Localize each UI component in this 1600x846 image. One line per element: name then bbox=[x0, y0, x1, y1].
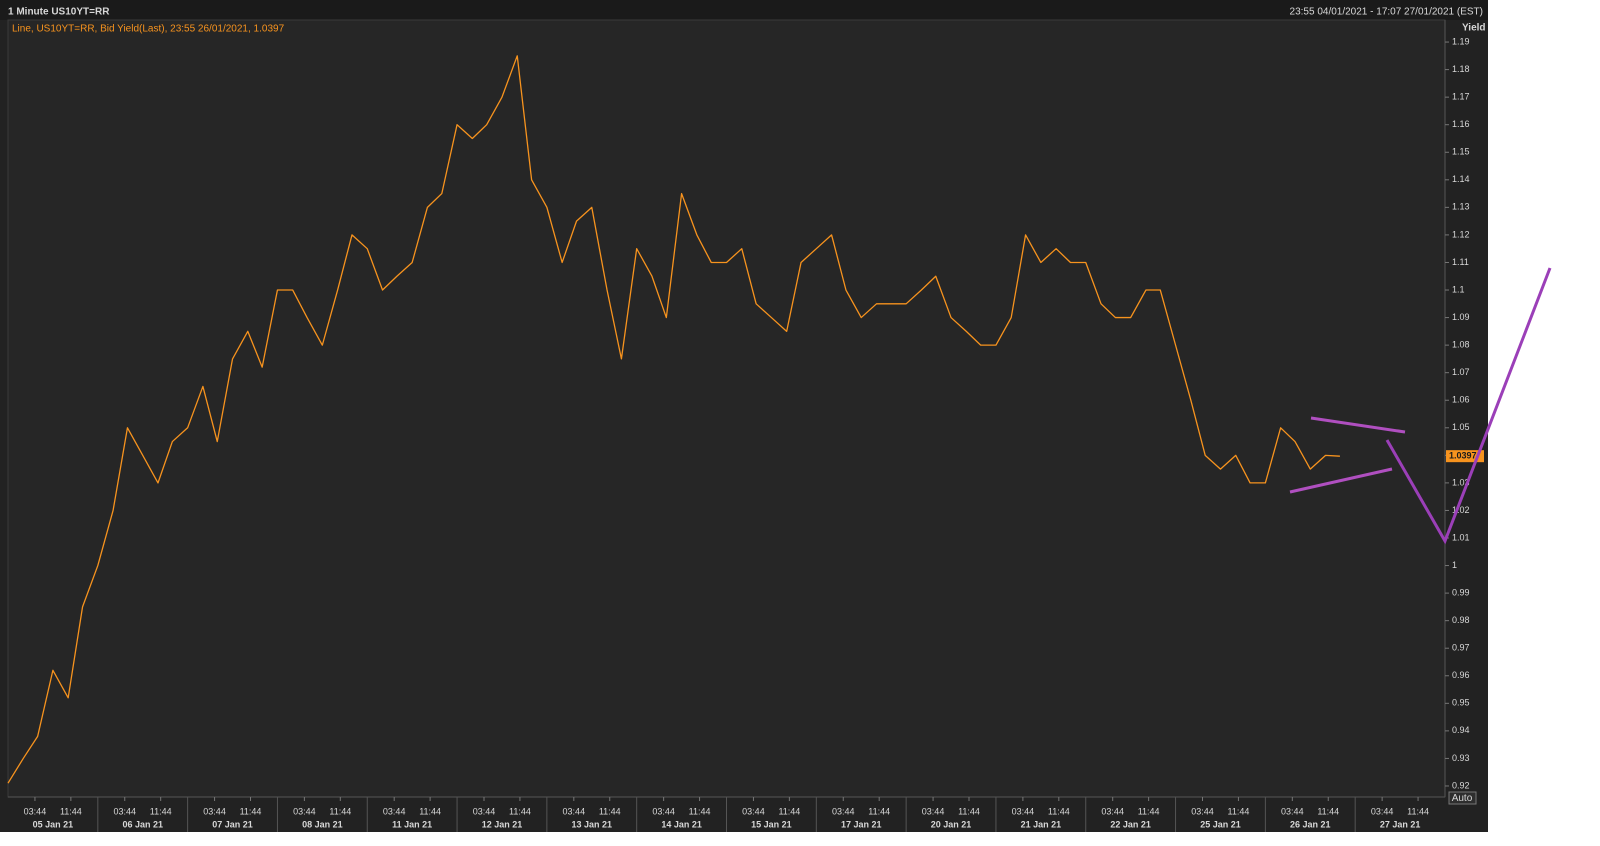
plot-layer: 0.92 0.93 0.94 0.95 0.96 0.97 0.98 0.99 1 1.01 1.0… bbox=[7, 36, 1484, 832]
x-tick-label: 11:44 bbox=[778, 806, 800, 816]
x-tick-label: 11:44 bbox=[240, 806, 262, 816]
x-tick-label: 11:44 bbox=[599, 806, 621, 816]
x-tick-label: 03:44 bbox=[1281, 806, 1304, 816]
x-tick-label: 03:44 bbox=[563, 806, 586, 816]
x-date-label: 22 Jan 21 bbox=[1110, 819, 1151, 829]
x-tick-label: 11:44 bbox=[1228, 806, 1250, 816]
x-date-label: 07 Jan 21 bbox=[212, 819, 253, 829]
auto-button-frame[interactable] bbox=[1448, 791, 1477, 805]
x-date-label: 11 Jan 21 bbox=[392, 819, 432, 829]
y-tick-label: 1.18 bbox=[1452, 64, 1470, 74]
y-tick-label: 1.1 bbox=[1452, 284, 1465, 294]
last-value-label: 1.0397 bbox=[1449, 451, 1477, 461]
chart-title: 1 Minute US10YT=RR bbox=[8, 7, 110, 18]
y-tick-label: 1 bbox=[1452, 560, 1457, 570]
x-tick-label: 03:44 bbox=[24, 806, 47, 816]
x-date-label: 17 Jan 21 bbox=[841, 819, 882, 829]
y-tick-label: 0.97 bbox=[1452, 643, 1470, 653]
y-tick-label: 1.01 bbox=[1452, 532, 1470, 542]
y-tick-label: 1.02 bbox=[1452, 505, 1470, 515]
x-tick-label: 11:44 bbox=[1317, 806, 1339, 816]
x-tick-label: 11:44 bbox=[419, 806, 441, 816]
x-date-label: 15 Jan 21 bbox=[751, 819, 792, 829]
x-date-label: 14 Jan 21 bbox=[661, 819, 702, 829]
x-tick-label: 11:44 bbox=[958, 806, 980, 816]
pattern-line bbox=[1310, 416, 1406, 434]
y-tick-label: 0.96 bbox=[1452, 670, 1470, 680]
x-tick-label: 11:44 bbox=[1048, 806, 1070, 816]
x-tick-label: 03:44 bbox=[293, 806, 316, 816]
projection-line bbox=[1385, 267, 1552, 545]
chart-subtitle: Line, US10YT=RR, Bid Yield(Last), 23:55 … bbox=[12, 24, 285, 35]
x-date-label: 25 Jan 21 bbox=[1200, 819, 1241, 829]
pattern-line bbox=[1289, 467, 1393, 494]
y-tick-label: 1.14 bbox=[1452, 174, 1470, 184]
drawn-annotations bbox=[1289, 267, 1552, 545]
x-tick-label: 03:44 bbox=[832, 806, 855, 816]
y-tick-label: 0.93 bbox=[1452, 753, 1470, 763]
auto-button-label[interactable]: Auto bbox=[1452, 793, 1473, 804]
y-tick-label: 1.12 bbox=[1452, 229, 1470, 239]
x-date-label: 13 Jan 21 bbox=[572, 819, 613, 829]
x-tick-label: 11:44 bbox=[1138, 806, 1160, 816]
x-date-label: 21 Jan 21 bbox=[1021, 819, 1062, 829]
x-tick-label: 03:44 bbox=[113, 806, 136, 816]
x-tick-label: 03:44 bbox=[1101, 806, 1124, 816]
y-axis-label: Yield bbox=[1462, 23, 1486, 34]
x-tick-label: 03:44 bbox=[742, 806, 765, 816]
y-tick-label: 1.05 bbox=[1452, 422, 1470, 432]
y-tick-label: 0.99 bbox=[1452, 587, 1470, 597]
x-tick-label: 03:44 bbox=[1191, 806, 1214, 816]
title-bar bbox=[0, 0, 1488, 20]
x-tick-label: 03:44 bbox=[203, 806, 226, 816]
x-tick-label: 03:44 bbox=[473, 806, 496, 816]
y-tick-label: 1.09 bbox=[1452, 312, 1470, 322]
y-tick-label: 0.98 bbox=[1452, 615, 1470, 625]
x-date-label: 05 Jan 21 bbox=[33, 819, 74, 829]
x-tick-label: 03:44 bbox=[1371, 806, 1394, 816]
x-tick-label: 11:44 bbox=[329, 806, 351, 816]
x-tick-label: 03:44 bbox=[652, 806, 675, 816]
plot-area bbox=[7, 19, 1446, 798]
time-range: 23:55 04/01/2021 - 17:07 27/01/2021 (EST… bbox=[1290, 7, 1483, 18]
y-tick-label: 1.06 bbox=[1452, 395, 1470, 405]
x-date-label: 20 Jan 21 bbox=[931, 819, 972, 829]
x-date-label: 26 Jan 21 bbox=[1290, 819, 1331, 829]
x-tick-label: 03:44 bbox=[1012, 806, 1035, 816]
x-date-label: 27 Jan 21 bbox=[1380, 819, 1421, 829]
x-tick-label: 11:44 bbox=[868, 806, 890, 816]
x-tick-label: 03:44 bbox=[922, 806, 945, 816]
y-tick-label: 1.07 bbox=[1452, 367, 1470, 377]
x-tick-label: 11:44 bbox=[1407, 806, 1429, 816]
x-tick-label: 11:44 bbox=[509, 806, 531, 816]
y-tick-label: 1.13 bbox=[1452, 202, 1470, 212]
x-date-label: 06 Jan 21 bbox=[122, 819, 163, 829]
x-date-label: 12 Jan 21 bbox=[482, 819, 523, 829]
yield-line bbox=[7, 55, 1340, 784]
y-tick-label: 0.94 bbox=[1452, 725, 1470, 735]
auto-button[interactable]: Auto bbox=[1448, 791, 1477, 805]
x-tick-label: 11:44 bbox=[60, 806, 82, 816]
x-date-label: 08 Jan 21 bbox=[302, 819, 343, 829]
y-tick-label: 1.17 bbox=[1452, 92, 1470, 102]
y-tick-label: 1.16 bbox=[1452, 119, 1470, 129]
y-tick-label: 1.15 bbox=[1452, 147, 1470, 157]
last-value-box bbox=[1446, 450, 1484, 463]
x-tick-label: 03:44 bbox=[383, 806, 406, 816]
y-tick-label: 1.08 bbox=[1452, 340, 1470, 350]
y-tick-label: 1.19 bbox=[1452, 36, 1470, 46]
y-tick-label: 0.92 bbox=[1452, 780, 1470, 790]
x-tick-label: 11:44 bbox=[150, 806, 172, 816]
y-tick-label: 1.11 bbox=[1452, 257, 1469, 267]
x-tick-label: 11:44 bbox=[689, 806, 711, 816]
y-tick-label: 0.95 bbox=[1452, 698, 1470, 708]
y-tick-label: 1.03 bbox=[1452, 477, 1470, 487]
